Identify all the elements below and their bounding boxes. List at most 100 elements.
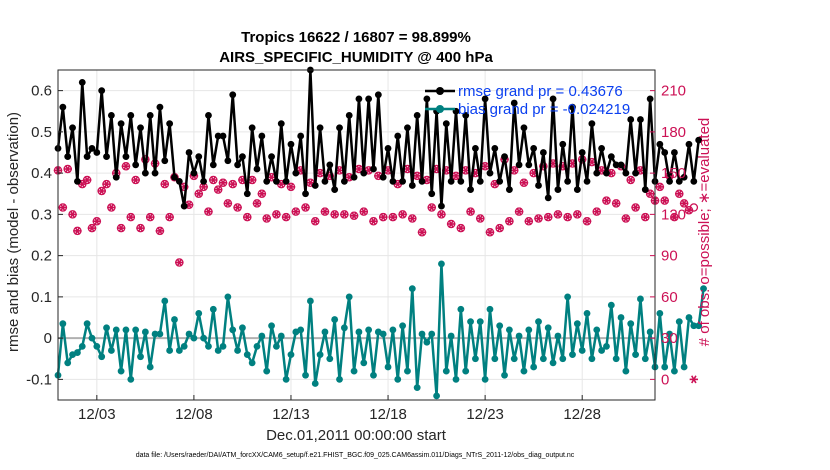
bias-point [399,322,407,330]
rmse-point [515,161,523,169]
rmse-point [171,173,178,181]
obs-evaluated-point [427,203,436,212]
bias-point [617,314,625,321]
bias-point [394,375,402,383]
bias-point [151,330,159,338]
rmse-point [253,165,261,173]
rmse-point [399,177,407,185]
legend-rmse-marker [436,87,444,95]
obs-evaluated-point [257,189,267,198]
bias-point [379,330,387,338]
y-tick-label-left: 0.5 [31,124,52,141]
bias-point [336,375,343,383]
bias-point [64,359,72,367]
rmse-point [525,161,533,169]
bias-point [234,347,241,354]
rmse-point [370,165,377,173]
rmse-point [93,149,101,156]
rmse-point [365,95,373,103]
bias-point [476,318,484,326]
rmse-point [340,177,348,185]
bias-point [428,330,436,338]
obs-evaluated-point [505,217,514,226]
bias-point [195,309,203,317]
bias-point [559,355,567,363]
rmse-point [661,149,669,156]
obs-evaluated-point [456,224,466,233]
bias-point [510,355,518,363]
rmse-point [505,186,513,194]
bias-point [190,334,198,342]
rmse-point [564,177,572,185]
rmse-point [156,103,164,111]
x-tick-label: 12/23 [466,406,504,423]
obs-evaluated-point [641,213,650,222]
bias-point [287,351,295,359]
obs-evaluated-point [209,175,218,185]
bias-point [447,332,455,340]
rmse-point [103,153,110,161]
obs-evaluated-point [689,375,699,384]
bias-point [583,309,591,317]
rmse-point [510,99,518,107]
obs-evaluated-point [311,217,320,226]
rmse-point [311,182,319,189]
rmse-point [161,157,169,165]
y-tick-label-right: 120 [661,206,686,223]
bias-point [593,326,601,334]
bias-point [675,318,683,326]
obs-evaluated-point [359,207,368,216]
rmse-point [59,103,67,111]
bias-point [530,363,538,371]
rmse-point [394,132,402,140]
bias-point [224,293,232,301]
bias-point [370,371,377,379]
bias-point [331,316,339,323]
x-tick-label: 12/08 [175,406,213,423]
obs-evaluated-point [534,214,543,223]
obs-evaluated-point [408,214,417,223]
bias-point [103,324,110,332]
rmse-point [83,153,91,161]
rmse-point [345,111,353,119]
obs-evaluated-point [165,213,174,222]
obs-evaluated-point [592,207,601,216]
obs-evaluated-point [272,210,281,219]
rmse-point [438,202,445,210]
obs-evaluated-point [286,182,296,191]
bias-point [462,367,470,375]
bias-point [268,322,275,330]
rmse-point [132,161,140,169]
y-tick-label-left: 0.3 [31,206,52,223]
bias-point [59,320,67,328]
rmse-point [350,173,358,181]
obs-evaluated-point [233,203,242,212]
obs-evaluated-point [611,199,621,208]
bias-point [457,305,465,313]
rmse-point [248,124,256,132]
rmse-point [695,136,703,144]
bias-point [612,355,620,363]
y-tick-label-right: 0 [661,371,669,388]
bias-point [117,367,125,375]
obs-evaluated-point [490,180,500,189]
rmse-point [205,111,212,119]
y-tick-label-left: -0.1 [26,371,52,388]
y-tick-label-right: 180 [661,124,686,141]
obs-evaluated-point [252,199,262,208]
bias-point [340,324,348,332]
obs-evaluated-point [58,203,68,212]
bias-point [127,375,135,383]
rmse-point [559,140,567,148]
obs-evaluated-point [398,210,407,219]
obs-evaluated-point [476,214,485,223]
bias-point [496,322,504,330]
bias-point [646,328,654,336]
rmse-point [112,173,120,181]
bias-point [535,318,542,326]
obs-evaluated-point [602,196,611,205]
rmse-point [297,132,305,140]
rmse-point [234,161,241,169]
axis-ticks: 12/03 12/08 12/13 12/18 12/23 12/28 0.6 0.5 0.4 0… [26,83,686,423]
rmse-point [481,95,489,103]
